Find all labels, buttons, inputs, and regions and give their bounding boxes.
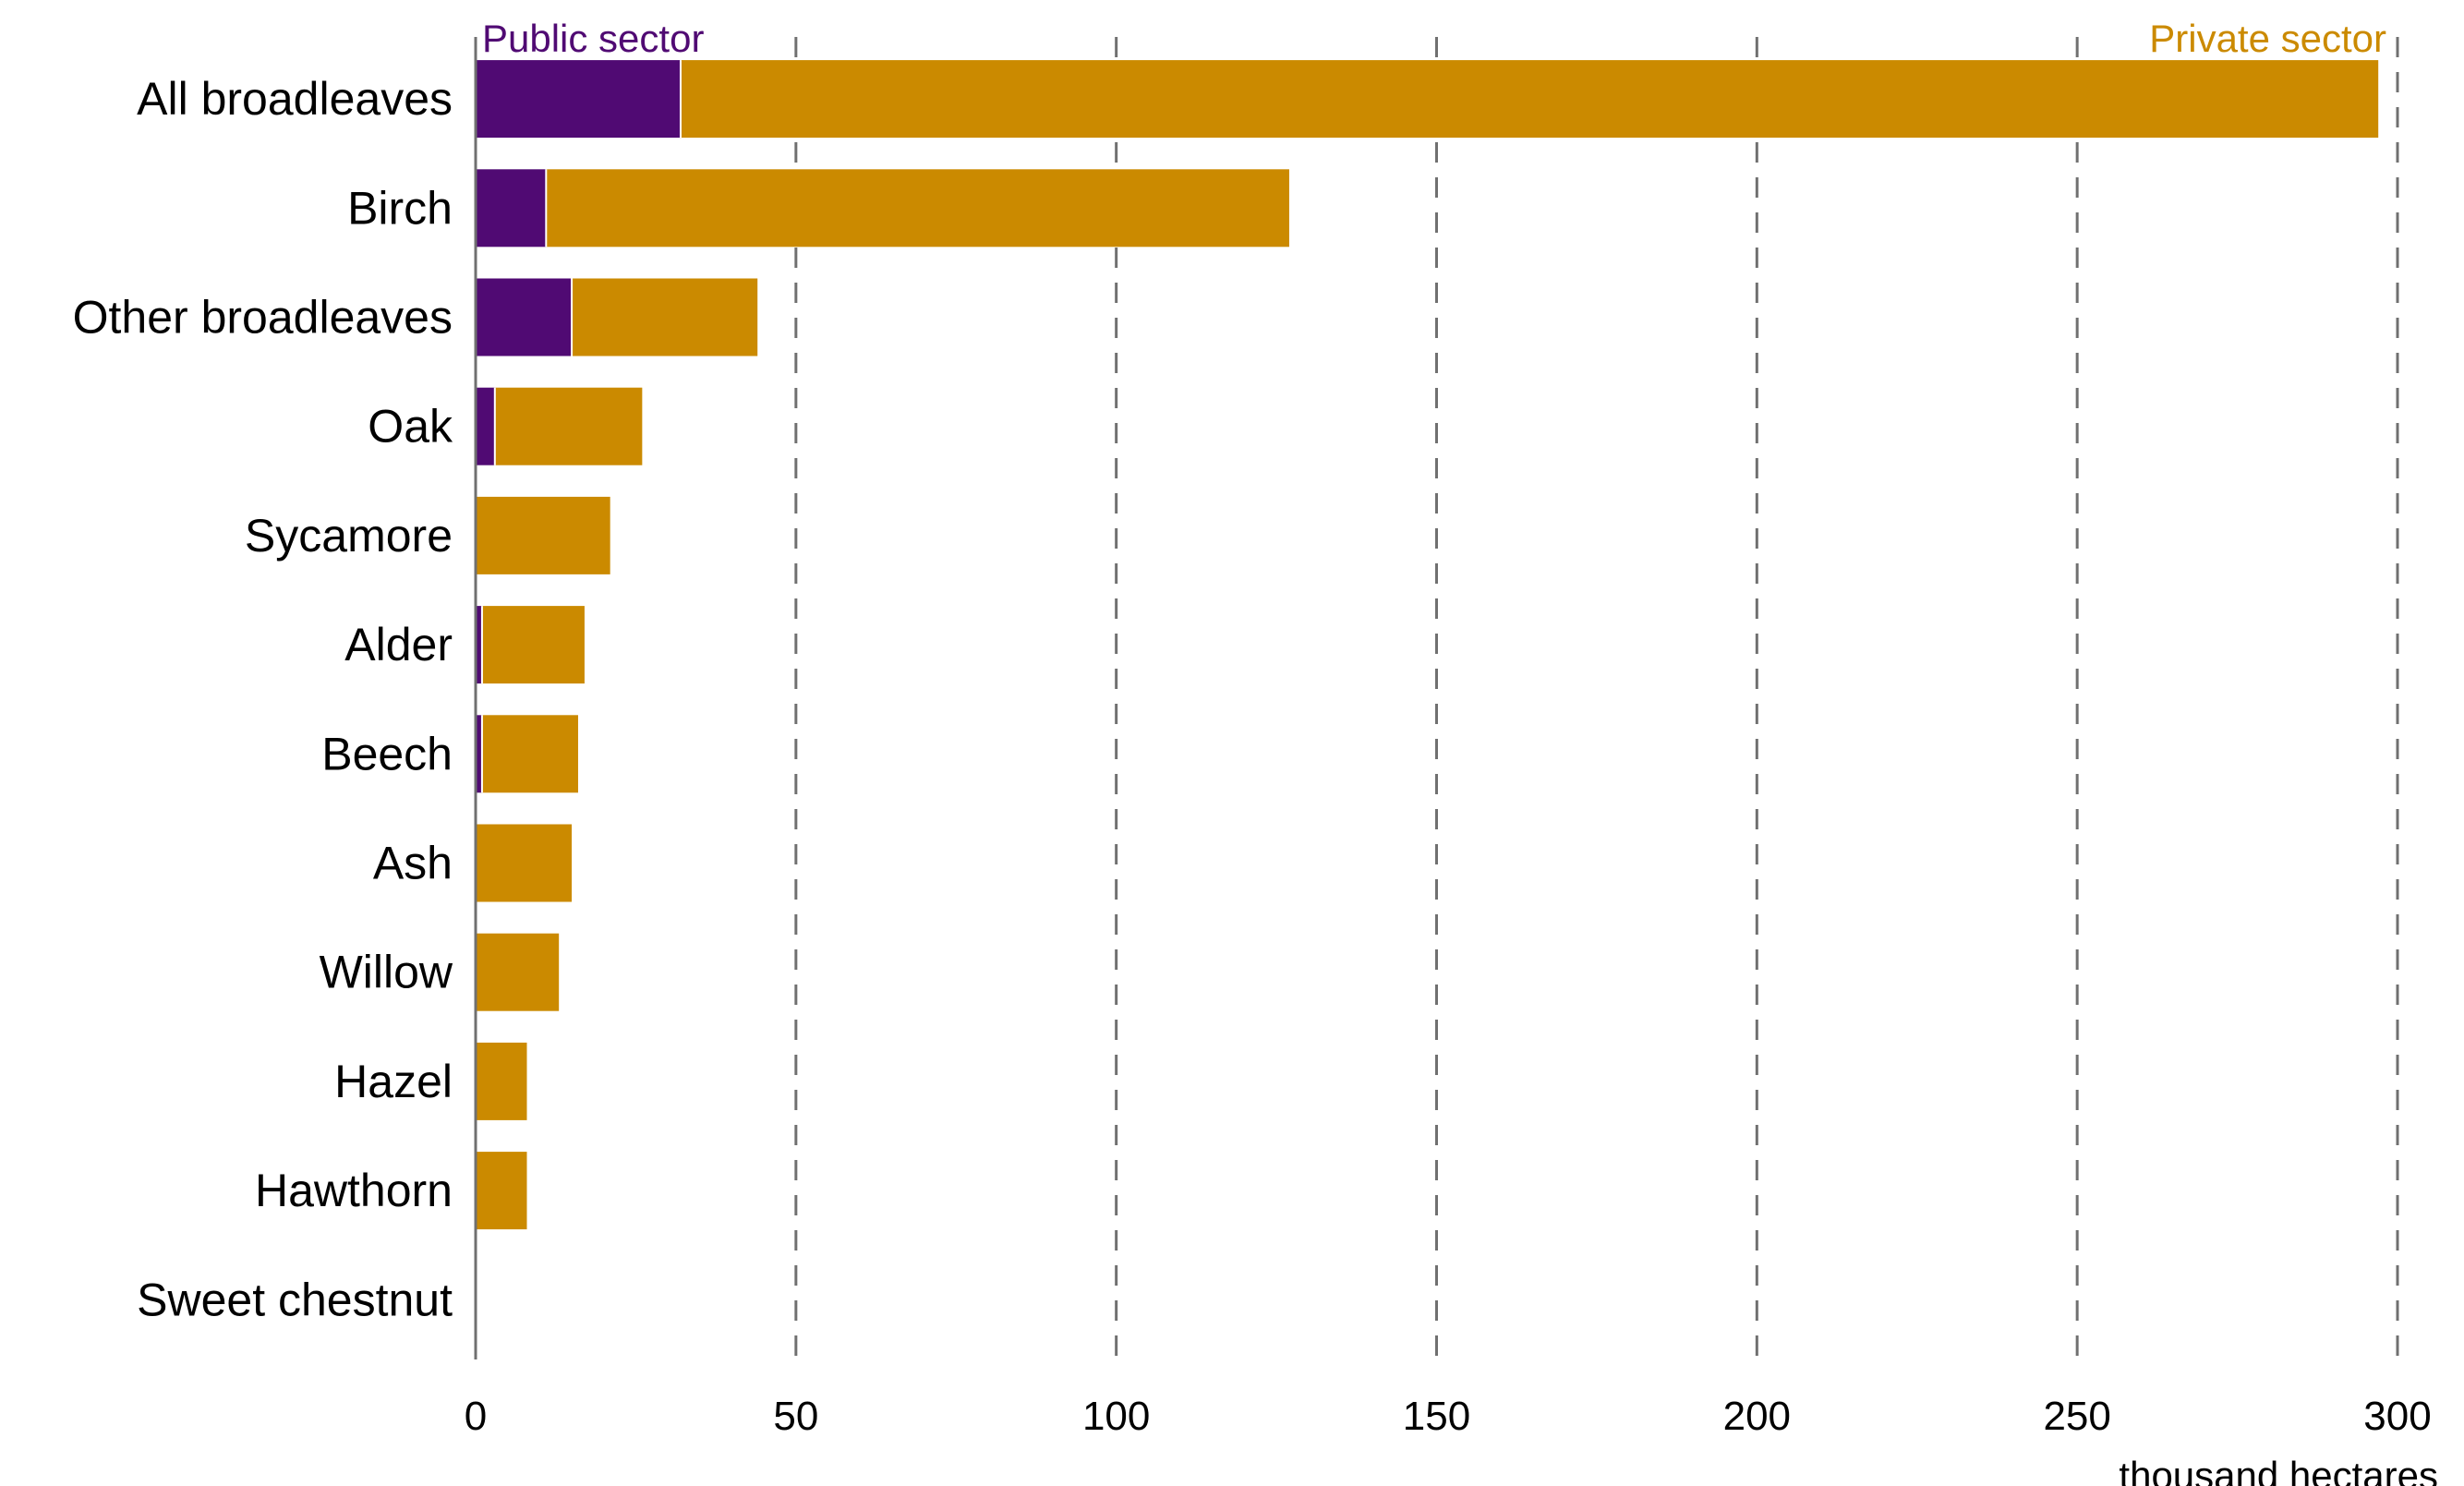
bar-private [680, 60, 2379, 139]
bar-public [476, 606, 482, 684]
category-label: Alder [344, 619, 453, 671]
x-tick-label: 50 [773, 1394, 818, 1439]
bar-private [572, 278, 758, 356]
category-label: Oak [368, 401, 453, 453]
bar-private [476, 1152, 527, 1230]
category-label: Ash [373, 838, 453, 889]
x-tick-label: 300 [2363, 1394, 2431, 1439]
bar-private [476, 824, 573, 902]
x-tick-label: 100 [1082, 1394, 1150, 1439]
bar-public [476, 278, 573, 356]
bar-private [481, 606, 585, 684]
category-label: Other broadleaves [73, 292, 453, 344]
category-labels: All broadleaves Birch Other broadleaves Oak… [73, 73, 453, 1325]
category-label: Beech [321, 728, 453, 779]
bar-private [481, 715, 578, 793]
legend-public-sector: Public sector [482, 17, 704, 60]
category-label: Birch [347, 182, 453, 234]
bars [476, 60, 2379, 1230]
gridlines [794, 37, 2399, 1359]
x-tick-label: 0 [465, 1394, 487, 1439]
bar-private [494, 387, 643, 465]
category-label: Sycamore [245, 510, 453, 562]
bar-private [546, 169, 1289, 248]
x-tick-label: 150 [1403, 1394, 1470, 1439]
bar-private [476, 933, 560, 1011]
x-tick-label: 200 [1723, 1394, 1791, 1439]
bar-private [476, 1042, 527, 1120]
legend-private-sector: Private sector [2149, 17, 2386, 60]
category-label: Willow [320, 947, 453, 998]
bar-public [476, 169, 547, 248]
bar-public [476, 387, 495, 465]
x-axis-unit-label: thousand hectares [2119, 1454, 2438, 1486]
category-label: All broadleaves [137, 73, 453, 125]
bar-public [476, 60, 681, 139]
category-label: Hawthorn [255, 1165, 453, 1216]
category-label: Hazel [334, 1056, 453, 1107]
bar-public [476, 715, 482, 793]
bar-private [476, 496, 610, 574]
x-tick-labels: 0 50 100 150 200 250 300 [465, 1394, 2432, 1439]
x-tick-label: 250 [2043, 1394, 2110, 1439]
category-label: Sweet chestnut [137, 1274, 453, 1325]
